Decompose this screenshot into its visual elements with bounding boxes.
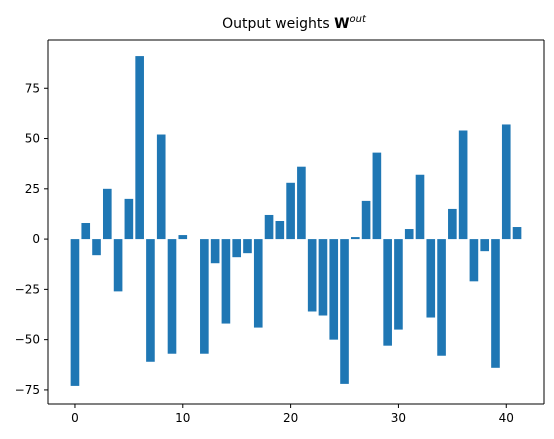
x-tick-label-20: 20 [283, 411, 298, 425]
x-tick-label-30: 30 [391, 411, 406, 425]
bar-12 [200, 239, 209, 354]
bar-4 [113, 239, 123, 292]
bar-20 [286, 182, 295, 240]
bar-8 [156, 134, 166, 240]
x-tick-label-40: 40 [499, 411, 514, 425]
bar-6 [135, 56, 144, 240]
bar-35 [448, 208, 457, 240]
bar-33 [426, 239, 436, 318]
y-tick-label-25: 25 [25, 182, 40, 196]
bar-23 [318, 239, 328, 316]
bar-1 [81, 223, 91, 240]
bar-24 [329, 239, 339, 340]
bar-19 [275, 220, 285, 240]
bar-40 [501, 124, 511, 240]
bar-30 [394, 239, 403, 330]
bar-26 [350, 237, 360, 240]
bar-18 [264, 214, 274, 240]
x-tick-label-0: 0 [71, 411, 79, 425]
bar-13 [210, 239, 220, 264]
bar-41 [512, 227, 522, 240]
bar-2 [92, 239, 101, 256]
bar-10 [178, 235, 188, 240]
bar-7 [146, 239, 155, 362]
bar-17 [253, 239, 263, 328]
bar-31 [404, 229, 414, 240]
bar-37 [469, 239, 479, 282]
bar-25 [340, 239, 349, 384]
chart-title-superscript: out [350, 14, 367, 25]
y-tick-label-0: 0 [32, 232, 40, 246]
y-tick-label--25: −25 [15, 282, 40, 296]
bar-28 [372, 152, 382, 240]
bar-15 [232, 239, 242, 258]
y-tick-label--75: −75 [15, 383, 40, 397]
bar-39 [491, 239, 500, 368]
bar-34 [437, 239, 446, 356]
bar-36 [458, 130, 468, 240]
bar-27 [361, 200, 371, 240]
bar-22 [307, 239, 317, 312]
bar-5 [124, 198, 134, 240]
bar-32 [415, 174, 425, 240]
bar-3 [102, 188, 112, 240]
bar-0 [70, 239, 80, 386]
bar-21 [297, 166, 306, 240]
bar-14 [221, 239, 231, 324]
y-tick-label-75: 75 [25, 81, 40, 95]
bar-38 [480, 239, 490, 252]
bar-29 [383, 239, 392, 346]
y-tick-label--50: −50 [15, 333, 40, 347]
bar-16 [243, 239, 252, 254]
chart-title-text: Output weights [222, 16, 330, 32]
y-tick-label-50: 50 [25, 132, 40, 146]
bars-layer [70, 56, 522, 386]
chart-title: Output weights Wout [222, 14, 367, 32]
chart-title-symbol: W [334, 16, 349, 32]
axes-layer: 0 10 20 30 40 −75 −50 −25 0 25 50 75 [15, 39, 545, 425]
x-tick-label-10: 10 [175, 411, 190, 425]
bar-9 [167, 239, 177, 354]
